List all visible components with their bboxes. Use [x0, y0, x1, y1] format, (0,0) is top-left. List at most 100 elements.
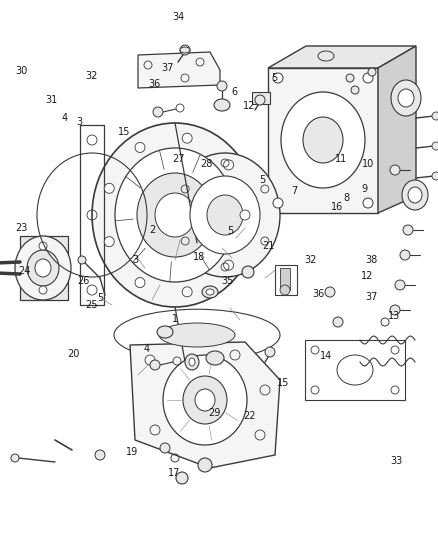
Text: 4: 4 — [144, 344, 150, 354]
Ellipse shape — [206, 289, 214, 295]
Text: 29: 29 — [208, 408, 221, 418]
Ellipse shape — [202, 286, 218, 298]
Text: 37: 37 — [365, 293, 378, 302]
Text: 12: 12 — [361, 271, 373, 280]
Text: 15: 15 — [277, 378, 290, 387]
Text: 17: 17 — [168, 469, 180, 478]
Ellipse shape — [157, 326, 173, 338]
Ellipse shape — [390, 165, 400, 175]
Polygon shape — [280, 268, 290, 290]
Text: 25: 25 — [86, 300, 98, 310]
Ellipse shape — [183, 376, 227, 424]
Ellipse shape — [115, 148, 235, 282]
Ellipse shape — [318, 51, 334, 61]
Ellipse shape — [390, 305, 400, 315]
Text: 11: 11 — [335, 154, 347, 164]
Ellipse shape — [432, 112, 438, 120]
Ellipse shape — [180, 45, 190, 55]
Text: 5: 5 — [259, 175, 265, 185]
Polygon shape — [268, 68, 378, 213]
Ellipse shape — [224, 160, 233, 170]
Text: 20: 20 — [67, 350, 80, 359]
Ellipse shape — [351, 86, 359, 94]
Ellipse shape — [163, 355, 247, 445]
Text: 30: 30 — [15, 66, 27, 76]
Ellipse shape — [195, 389, 215, 411]
Ellipse shape — [155, 193, 195, 237]
Ellipse shape — [346, 74, 354, 82]
Ellipse shape — [92, 123, 258, 307]
Text: 22: 22 — [244, 411, 256, 421]
Text: 3: 3 — [77, 117, 83, 126]
Text: 27: 27 — [173, 154, 185, 164]
Ellipse shape — [403, 225, 413, 235]
Ellipse shape — [398, 89, 414, 107]
Ellipse shape — [242, 266, 254, 278]
Text: 36: 36 — [148, 79, 160, 89]
Text: 16: 16 — [331, 202, 343, 212]
Text: 6: 6 — [231, 87, 237, 97]
Ellipse shape — [104, 183, 114, 193]
Text: 9: 9 — [361, 184, 367, 194]
Ellipse shape — [160, 443, 170, 453]
Ellipse shape — [95, 450, 105, 460]
Ellipse shape — [170, 153, 280, 277]
Ellipse shape — [150, 360, 160, 370]
Text: 32: 32 — [85, 71, 97, 81]
Text: 35: 35 — [222, 277, 234, 286]
Text: 12: 12 — [243, 101, 255, 110]
Polygon shape — [138, 52, 220, 88]
Ellipse shape — [363, 198, 373, 208]
Text: 7: 7 — [291, 186, 297, 196]
Text: 5: 5 — [98, 294, 104, 303]
Ellipse shape — [325, 287, 335, 297]
Ellipse shape — [207, 195, 243, 235]
Ellipse shape — [39, 242, 47, 250]
Ellipse shape — [265, 347, 275, 357]
Ellipse shape — [35, 259, 51, 277]
Polygon shape — [20, 236, 68, 300]
Text: 32: 32 — [304, 255, 316, 265]
Text: 3: 3 — [133, 255, 139, 264]
Ellipse shape — [39, 286, 47, 294]
Ellipse shape — [153, 107, 163, 117]
Ellipse shape — [273, 198, 283, 208]
Text: 34: 34 — [173, 12, 185, 22]
Polygon shape — [378, 46, 416, 213]
Ellipse shape — [198, 458, 212, 472]
Text: 5: 5 — [272, 74, 278, 83]
Ellipse shape — [159, 323, 235, 347]
Ellipse shape — [240, 210, 250, 220]
Text: 31: 31 — [46, 95, 58, 105]
Ellipse shape — [333, 317, 343, 327]
Ellipse shape — [182, 133, 192, 143]
Ellipse shape — [400, 250, 410, 260]
Bar — [252, 92, 270, 104]
Polygon shape — [268, 46, 416, 68]
Ellipse shape — [391, 80, 421, 116]
Ellipse shape — [27, 250, 59, 286]
Text: 13: 13 — [388, 311, 400, 320]
Bar — [275, 265, 297, 295]
Text: 24: 24 — [18, 266, 30, 276]
Ellipse shape — [78, 256, 86, 264]
Ellipse shape — [214, 99, 230, 111]
Ellipse shape — [303, 117, 343, 163]
Ellipse shape — [363, 73, 373, 83]
Ellipse shape — [182, 287, 192, 297]
Text: 15: 15 — [118, 127, 130, 137]
Text: 28: 28 — [201, 159, 213, 169]
Text: 38: 38 — [365, 255, 378, 265]
Text: 10: 10 — [362, 159, 374, 169]
Ellipse shape — [402, 180, 428, 210]
Ellipse shape — [255, 95, 265, 105]
Ellipse shape — [217, 81, 227, 91]
Ellipse shape — [137, 173, 213, 257]
Ellipse shape — [281, 92, 365, 188]
Ellipse shape — [190, 176, 260, 254]
Text: 37: 37 — [161, 63, 173, 73]
Ellipse shape — [408, 187, 422, 203]
Text: 1: 1 — [172, 314, 178, 324]
Ellipse shape — [395, 280, 405, 290]
Text: 5: 5 — [227, 226, 233, 236]
